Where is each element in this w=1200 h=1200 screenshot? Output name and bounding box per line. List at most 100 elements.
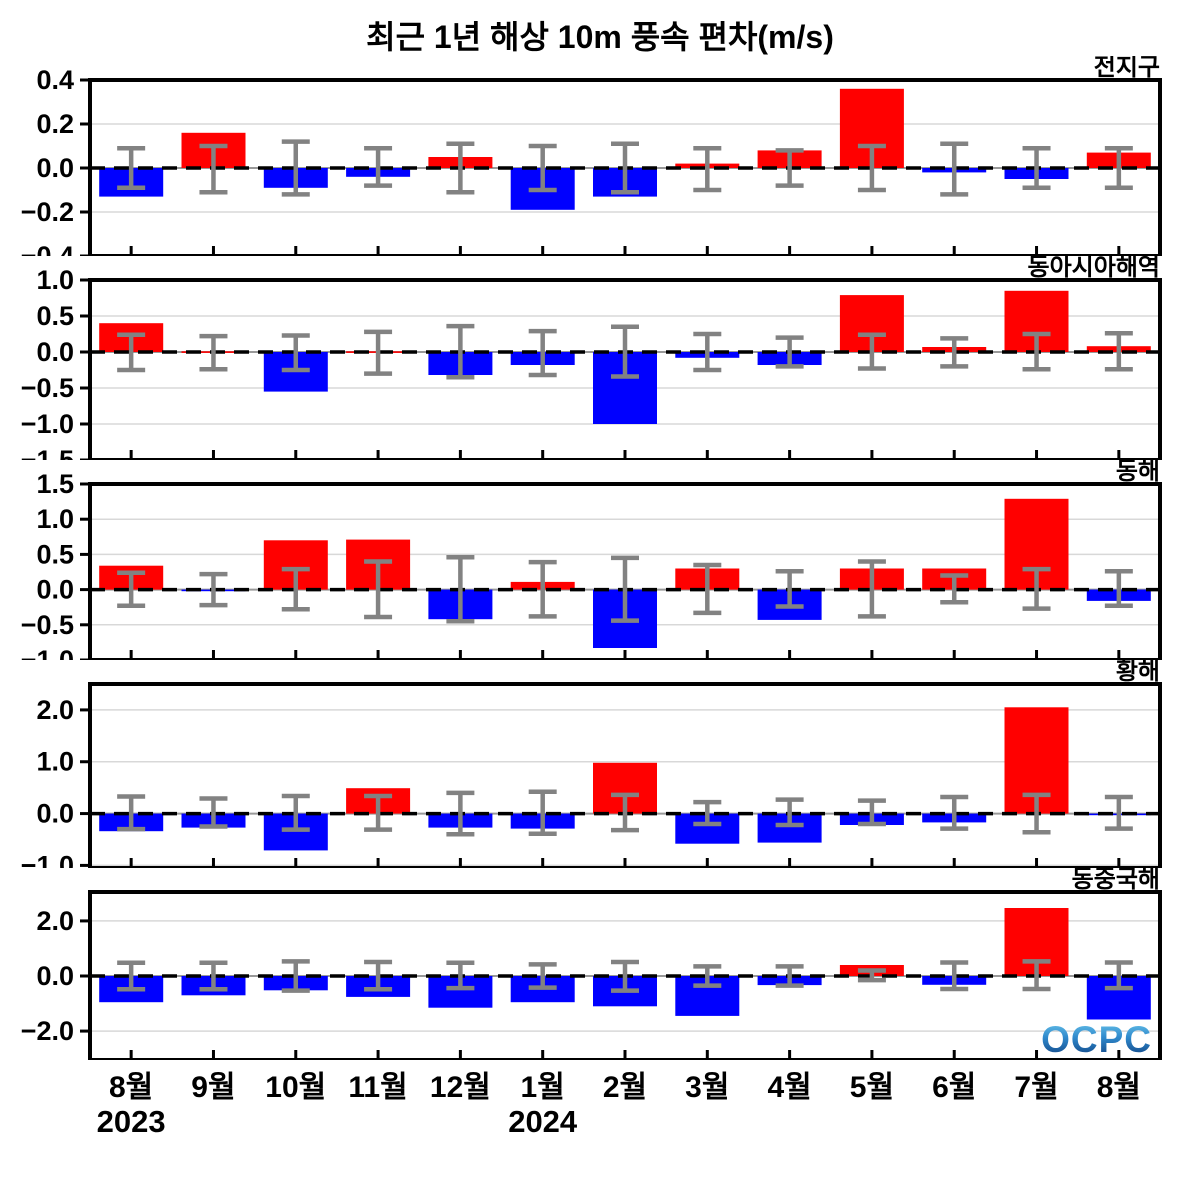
error-bar: [693, 145, 722, 193]
y-tick-label: 2.0: [36, 906, 74, 936]
region-label: 전지구: [1094, 56, 1160, 81]
error-bar: [364, 959, 393, 992]
error-bar: [528, 143, 557, 193]
month-label-7: 3월: [685, 1071, 730, 1104]
year-label-2023: 2023: [96, 1104, 166, 1139]
error-bar: [199, 333, 228, 372]
y-tick-label: 0.0: [36, 575, 74, 605]
error-bar: [1022, 792, 1051, 835]
error-bar: [693, 331, 722, 373]
plot-frame: [88, 482, 1162, 660]
error-bar: [1104, 569, 1133, 609]
error-bar: [775, 335, 804, 369]
chart-title: 최근 1년 해상 10m 풍속 편차(m/s): [366, 19, 834, 55]
error-bar: [940, 794, 969, 831]
error-bar: [940, 336, 969, 369]
y-tick-label: 0.0: [36, 799, 74, 829]
subplot-svg: 동아시아해역: [21, 256, 1162, 460]
ocpc-logo: OCPC: [1041, 1019, 1152, 1060]
y-tick-label: −0.4: [21, 241, 74, 256]
error-bar: [446, 141, 475, 195]
y-tick-label: −1.5: [21, 445, 74, 460]
month-axis: 8월 9월 10월 11월 12월 1월 2월 3월 4월 5월 6월 7월 8월: [0, 1060, 1200, 1104]
month-label-4: 12월: [429, 1071, 491, 1104]
plot-frame: [88, 890, 1162, 1060]
error-bar: [281, 959, 310, 993]
y-tick-label: 0.4: [36, 65, 74, 95]
error-bar: [857, 332, 886, 371]
error-bar: [1104, 960, 1133, 991]
error-bar: [857, 559, 886, 619]
y-tick-label: 0.0: [36, 153, 74, 183]
error-bar: [611, 792, 639, 833]
subplot-east-asia-seas: 동아시아해역: [0, 256, 1200, 460]
y-tick-label: −1.0: [21, 850, 74, 868]
error-bar: [857, 968, 886, 983]
error-bar: [1104, 331, 1133, 372]
y-tick-label: 0.0: [36, 337, 74, 367]
error-bar: [528, 789, 557, 837]
error-bar: [117, 960, 146, 992]
error-bar: [611, 324, 639, 379]
error-bar: [1022, 145, 1051, 191]
error-bar: [199, 143, 228, 195]
error-bar: [117, 570, 146, 609]
y-tick-label: −2.0: [21, 1016, 74, 1046]
region-label: 동해: [1116, 460, 1160, 485]
error-bar: [693, 562, 722, 616]
y-tick-label: −0.5: [21, 610, 74, 640]
y-tick-label: 1.0: [36, 265, 74, 295]
error-bar: [611, 555, 639, 623]
month-label-8: 4월: [767, 1071, 812, 1104]
y-tick-label: 2.0: [36, 695, 74, 725]
y-tick-label: 1.0: [36, 504, 74, 534]
region-label: 황해: [1116, 660, 1160, 685]
y-tick-label: −0.2: [21, 197, 74, 227]
month-label-3: 11월: [348, 1071, 408, 1104]
error-bar: [611, 141, 639, 195]
region-label: 동중국해: [1072, 868, 1160, 893]
month-label-1: 9월: [191, 1071, 236, 1104]
error-bar: [199, 571, 228, 608]
error-bar: [199, 960, 228, 992]
subplot-global: 전지구: [0, 56, 1200, 256]
month-label-0: 8월: [108, 1071, 154, 1104]
y-tick-label: 1.0: [36, 747, 74, 777]
y-tick-label: −0.5: [21, 373, 74, 403]
error-bar: [693, 799, 722, 827]
month-label-12: 8월: [1096, 1071, 1141, 1104]
error-bar: [528, 962, 557, 990]
month-label-5: 1월: [520, 1071, 565, 1104]
error-bar: [857, 798, 886, 827]
subplot-svg: 동중국해: [21, 868, 1162, 1060]
subplot-svg: 전지구: [21, 56, 1162, 256]
subplot-svg: 황해: [21, 660, 1162, 868]
year-axis: 2023 2024: [0, 1104, 1200, 1152]
month-label-11: 7월: [1014, 1071, 1059, 1104]
month-label-2: 10월: [265, 1071, 327, 1104]
month-label-9: 5월: [849, 1071, 895, 1104]
error-bar: [364, 329, 393, 376]
y-tick-label: 0.2: [36, 109, 74, 139]
error-bar: [117, 145, 146, 191]
error-bar: [775, 964, 804, 988]
plot-frame: [88, 278, 1162, 460]
error-bar: [281, 333, 310, 373]
plot-frame: [88, 682, 1162, 868]
error-bar: [364, 793, 393, 832]
error-bar: [857, 143, 886, 193]
error-bar: [446, 960, 475, 991]
error-bar: [940, 141, 969, 197]
error-bar: [1104, 794, 1133, 831]
error-bar: [1022, 331, 1051, 372]
error-bar: [199, 796, 228, 829]
error-bar: [1022, 959, 1051, 992]
error-bar: [940, 960, 969, 992]
y-tick-label: −1.0: [21, 409, 74, 439]
error-bar: [364, 559, 393, 620]
error-bar: [775, 569, 804, 609]
y-tick-label: −1.0: [21, 645, 74, 660]
subplot-svg: 동해: [21, 460, 1162, 660]
error-bar: [611, 959, 639, 993]
